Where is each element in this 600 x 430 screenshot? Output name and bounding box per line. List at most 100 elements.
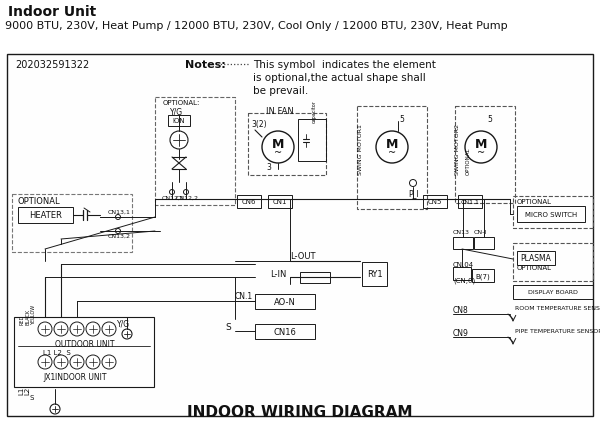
Bar — [517, 252, 555, 265]
Text: OUTDOOR UNIT: OUTDOOR UNIT — [55, 339, 115, 348]
Circle shape — [54, 355, 68, 369]
Text: Indoor Unit: Indoor Unit — [8, 5, 96, 19]
Text: ION: ION — [173, 118, 185, 124]
Circle shape — [184, 190, 188, 195]
Bar — [7, 55, 593, 416]
Text: M: M — [475, 138, 487, 151]
Text: ~: ~ — [388, 147, 396, 158]
Circle shape — [262, 132, 294, 164]
Text: RY1: RY1 — [367, 270, 382, 279]
Text: L1: L1 — [18, 386, 24, 394]
Text: B(7): B(7) — [476, 273, 490, 279]
Text: CN,04: CN,04 — [453, 261, 474, 267]
Text: S: S — [225, 322, 231, 331]
Text: capacitor: capacitor — [312, 100, 317, 123]
Text: OPTIONAL: OPTIONAL — [18, 197, 61, 206]
Text: IN FAN: IN FAN — [266, 107, 294, 116]
Bar — [12, 194, 132, 252]
Bar — [362, 262, 387, 286]
Text: CN5: CN5 — [428, 199, 442, 205]
Bar — [155, 98, 235, 206]
Circle shape — [38, 355, 52, 369]
Circle shape — [170, 132, 188, 150]
Circle shape — [38, 322, 52, 336]
Text: Notes:: Notes: — [185, 60, 226, 70]
Text: S: S — [30, 394, 34, 400]
Text: CN9: CN9 — [453, 328, 469, 337]
Bar — [14, 317, 154, 387]
Text: 3: 3 — [266, 163, 271, 172]
Circle shape — [465, 132, 497, 164]
Circle shape — [102, 355, 116, 369]
Bar — [268, 196, 292, 209]
Text: CN-I: CN-I — [474, 230, 487, 234]
Text: be prevail.: be prevail. — [253, 86, 308, 96]
Circle shape — [376, 132, 408, 164]
Bar — [357, 107, 427, 209]
Circle shape — [115, 215, 121, 220]
Text: ~: ~ — [477, 147, 485, 158]
Text: RED: RED — [19, 314, 24, 324]
Text: L-OUT: L-OUT — [290, 252, 316, 261]
Text: 3(2): 3(2) — [251, 120, 266, 129]
Bar — [453, 237, 473, 249]
Text: 5: 5 — [399, 115, 404, 124]
Text: INDOOR WIRING DIAGRAM: INDOOR WIRING DIAGRAM — [187, 404, 413, 419]
Text: SWING MOTOR1: SWING MOTOR1 — [358, 124, 363, 175]
Text: L1 L2  S: L1 L2 S — [43, 349, 71, 355]
Text: PIPE TEMPERATURE SENSOR: PIPE TEMPERATURE SENSOR — [515, 328, 600, 333]
Text: CN12,1: CN12,1 — [162, 196, 185, 200]
Text: CN8: CN8 — [453, 305, 469, 314]
Circle shape — [409, 180, 416, 187]
Text: CN13: CN13 — [453, 230, 470, 234]
Text: 202032591322: 202032591322 — [15, 60, 89, 70]
Text: CN13,1: CN13,1 — [108, 209, 131, 215]
Bar — [248, 114, 326, 175]
Text: AO-N: AO-N — [274, 297, 296, 306]
Text: CN13,2: CN13,2 — [108, 233, 131, 239]
Text: INDOOR UNIT: INDOOR UNIT — [55, 372, 107, 381]
Text: OPTIONAL: OPTIONAL — [517, 199, 552, 205]
Text: 9000 BTU, 230V, Heat Pump / 12000 BTU, 230V, Cool Only / 12000 BTU, 230V, Heat P: 9000 BTU, 230V, Heat Pump / 12000 BTU, 2… — [5, 21, 508, 31]
Circle shape — [54, 322, 68, 336]
Text: CN6: CN6 — [242, 199, 256, 205]
Circle shape — [70, 355, 84, 369]
Text: PLASMA: PLASMA — [521, 254, 551, 263]
Text: HEATER: HEATER — [29, 211, 62, 220]
Circle shape — [86, 322, 100, 336]
Text: (CN,0): (CN,0) — [453, 277, 475, 284]
Bar — [255, 294, 315, 309]
Bar — [472, 269, 494, 283]
Circle shape — [102, 322, 116, 336]
Text: DISPLAY BOARD: DISPLAY BOARD — [528, 290, 578, 295]
Text: ~: ~ — [274, 147, 282, 158]
Circle shape — [115, 229, 121, 234]
Circle shape — [170, 190, 175, 195]
Circle shape — [50, 404, 60, 414]
Bar — [298, 120, 326, 162]
Bar — [458, 196, 482, 209]
Bar — [255, 324, 315, 339]
Bar — [513, 286, 593, 299]
Text: SWING MOTOR2: SWING MOTOR2 — [455, 124, 460, 175]
Bar — [300, 272, 330, 283]
Text: JX1: JX1 — [43, 372, 55, 381]
Bar — [237, 196, 261, 209]
Text: YELLOW: YELLOW — [31, 304, 36, 324]
Text: is optional,the actual shape shall: is optional,the actual shape shall — [253, 73, 426, 83]
Text: L2: L2 — [24, 386, 30, 394]
Text: M: M — [386, 138, 398, 151]
Bar — [453, 267, 471, 280]
Circle shape — [70, 322, 84, 336]
Text: BLACK: BLACK — [25, 308, 30, 324]
Text: CN1: CN1 — [273, 199, 287, 205]
Text: This symbol  indicates the element: This symbol indicates the element — [253, 60, 436, 70]
Circle shape — [122, 329, 132, 339]
Text: 5: 5 — [487, 115, 492, 124]
Bar — [513, 197, 593, 228]
Text: OPTIONAL:: OPTIONAL: — [163, 100, 200, 106]
Text: CN12,2: CN12,2 — [176, 196, 199, 200]
Text: Y/G: Y/G — [170, 108, 183, 117]
Text: P_I: P_I — [408, 189, 419, 197]
Bar — [18, 208, 73, 224]
